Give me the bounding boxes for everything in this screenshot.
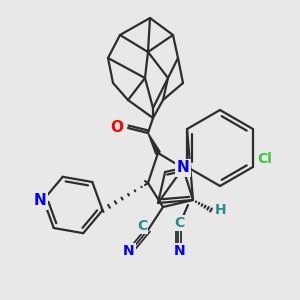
- Text: N: N: [177, 160, 189, 175]
- Text: O: O: [110, 121, 123, 136]
- Text: H: H: [215, 203, 226, 217]
- Text: N: N: [34, 193, 47, 208]
- Polygon shape: [148, 133, 160, 154]
- Text: C: C: [137, 219, 147, 233]
- Text: Cl: Cl: [257, 152, 272, 166]
- Text: N: N: [123, 244, 135, 258]
- Text: N: N: [174, 244, 186, 258]
- Text: C: C: [174, 216, 184, 230]
